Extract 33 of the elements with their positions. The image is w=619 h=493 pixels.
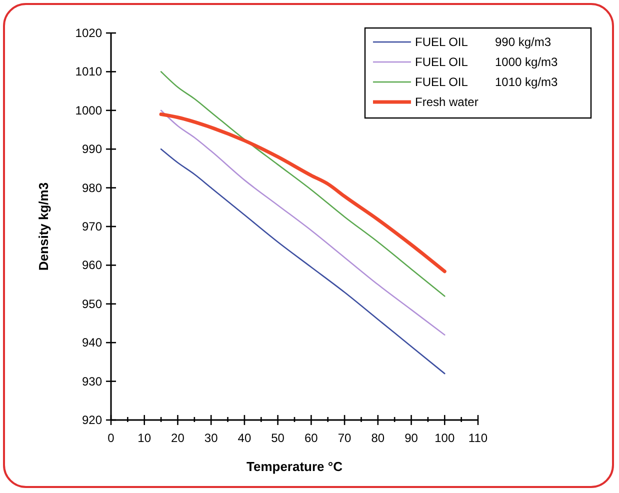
x-tick-label: 70 xyxy=(338,431,352,445)
y-tick-label: 920 xyxy=(82,413,102,427)
y-tick-label: 970 xyxy=(82,220,102,234)
y-tick-label: 1010 xyxy=(75,64,102,79)
x-tick-label: 90 xyxy=(404,431,418,445)
line-series xyxy=(159,112,446,274)
y-tick-label: 930 xyxy=(82,374,102,388)
y-tick-label: 980 xyxy=(82,180,102,195)
y-tick-label: 1000 xyxy=(75,103,102,118)
y-axis-title: Density kg/m3 xyxy=(36,182,51,271)
line-series xyxy=(160,71,446,297)
x-tick-label: 80 xyxy=(371,431,385,445)
x-tick-label: 0 xyxy=(108,431,115,445)
line-series xyxy=(160,110,446,336)
legend-label: Fresh water xyxy=(415,95,478,109)
y-tick-label: 990 xyxy=(82,142,102,156)
x-tick-label: 100 xyxy=(434,431,455,445)
x-tick-label: 20 xyxy=(171,431,185,445)
x-axis-title: Temperature °C xyxy=(246,459,344,474)
x-tick-label: 50 xyxy=(271,431,285,445)
x-tick-label: 30 xyxy=(204,431,218,445)
y-tick-label: 950 xyxy=(82,296,102,311)
x-tick-label: 40 xyxy=(238,431,252,445)
text: FUEL OIL 1010 kg/m3 xyxy=(415,75,558,89)
x-tick-label: 110 xyxy=(468,431,488,445)
y-tick-label: 960 xyxy=(82,258,102,272)
x-tick-label: 60 xyxy=(304,431,318,445)
y-tick-label: 940 xyxy=(82,336,102,350)
text: FUEL OIL 990 kg/m3 xyxy=(415,35,552,49)
x-tick-label: 10 xyxy=(138,431,152,445)
y-tick-label: 1020 xyxy=(75,26,102,40)
line-series xyxy=(160,148,446,374)
text: FUEL OIL 1000 kg/m3 xyxy=(415,55,558,69)
